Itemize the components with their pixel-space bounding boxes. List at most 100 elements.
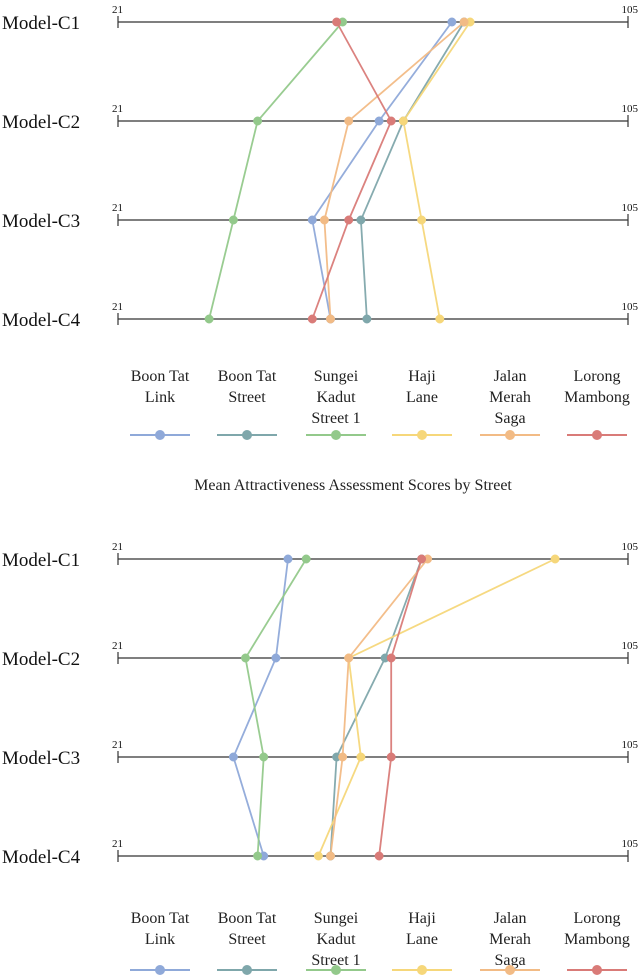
legend-label: Lane [406, 931, 438, 948]
legend-label: Haji [408, 910, 436, 927]
tick-label-max: 105 [622, 838, 639, 850]
data-point-haji-lane [417, 215, 427, 225]
legend-swatch-marker [242, 430, 252, 440]
data-point-sungei-kadut-street-1 [301, 554, 311, 564]
legend-label: Kadut [316, 931, 356, 948]
tick-label-min: 21 [112, 202, 123, 214]
data-point-jalan-merah-saga [459, 17, 469, 27]
legend-label: Saga [494, 410, 525, 427]
data-point-jalan-merah-saga [344, 653, 354, 663]
data-point-jalan-merah-saga [326, 314, 335, 324]
legend-label: Link [145, 931, 175, 948]
legend-swatch-marker [417, 965, 427, 975]
data-point-boon-tat-link [307, 215, 317, 225]
data-point-haji-lane [313, 851, 323, 861]
data-point-boon-tat-link [447, 17, 457, 27]
legend-label: Boon Tat [218, 368, 277, 385]
tick-label-max: 105 [622, 202, 639, 214]
data-point-jalan-merah-saga [326, 851, 335, 861]
data-point-sungei-kadut-street-1 [253, 851, 263, 861]
legend-label: Sungei [314, 368, 359, 385]
legend-label: Haji [408, 368, 436, 385]
tick-label-max: 105 [622, 4, 639, 16]
data-point-sungei-kadut-street-1 [259, 752, 269, 762]
data-point-lorong-mambong [307, 314, 317, 324]
legend-label: Street [228, 931, 266, 948]
chart-panel-2: Model-C1 21 105 Model-C2 21 105 Model-C3 21 105 M… [2, 541, 639, 975]
legend-swatch-marker [331, 965, 341, 975]
tick-label-max: 105 [622, 640, 639, 652]
data-point-haji-lane [356, 752, 366, 762]
chart-caption: Mean Attractiveness Assessment Scores by… [194, 477, 512, 494]
legend-swatch-marker [242, 965, 252, 975]
legend-item-jalan-merah-saga: Jalan Merah Saga [480, 910, 540, 975]
tick-label-min: 21 [112, 541, 123, 553]
legend-label: Lorong [573, 368, 620, 385]
legend-label: Street 1 [311, 952, 360, 969]
legend-label: Saga [494, 952, 525, 969]
row-label-model-c4: Model-C4 [2, 310, 81, 331]
data-point-lorong-mambong [386, 752, 396, 762]
chart-panel-1: Model-C1 21 105 Model-C2 21 105 Model-C3 21 105 M… [2, 4, 639, 440]
tick-label-min: 21 [112, 301, 123, 313]
legend-label: Boon Tat [131, 368, 190, 385]
data-point-boon-tat-link [374, 116, 384, 126]
row-label-model-c1: Model-C1 [2, 550, 80, 571]
data-point-jalan-merah-saga [338, 752, 348, 762]
data-point-sungei-kadut-street-1 [228, 215, 238, 225]
row-label-model-c1: Model-C1 [2, 13, 80, 34]
row-label-model-c2: Model-C2 [2, 112, 80, 133]
data-point-boon-tat-street [356, 215, 366, 225]
legend-label: Mambong [564, 931, 630, 948]
tick-label-min: 21 [112, 739, 123, 751]
row-label-model-c3: Model-C3 [2, 211, 80, 232]
data-point-sungei-kadut-street-1 [241, 653, 250, 663]
data-point-haji-lane [550, 554, 560, 564]
legend-swatch-marker [592, 965, 602, 975]
data-point-lorong-mambong [386, 653, 396, 663]
legend-item-lorong-mambong: Lorong Mambong [564, 368, 630, 440]
tick-label-max: 105 [622, 541, 639, 553]
series-line-boon-tat-street [359, 21, 465, 320]
tick-label-min: 21 [112, 4, 123, 16]
data-point-boon-tat-street [362, 314, 372, 324]
legend-item-lorong-mambong: Lorong Mambong [564, 910, 630, 975]
legend-item-boon-tat-street: Boon Tat Street [217, 910, 277, 975]
legend-label: Jalan [494, 368, 527, 385]
legend-item-boon-tat-street: Boon Tat Street [217, 368, 277, 440]
series-line-jalan-merah-saga [323, 21, 465, 320]
data-point-jalan-merah-saga [319, 215, 329, 225]
tick-label-min: 21 [112, 640, 123, 652]
data-point-lorong-mambong [417, 554, 427, 564]
legend-item-haji-lane: Haji Lane [392, 910, 452, 975]
data-point-sungei-kadut-street-1 [204, 314, 214, 324]
legend-swatch-marker [331, 430, 341, 440]
data-point-haji-lane [398, 116, 408, 126]
legend-label: Lorong [573, 910, 620, 927]
legend-item-sungei-kadut-street-1: Sungei Kadut Street 1 [306, 368, 366, 440]
legend-swatch-marker [592, 430, 602, 440]
series-line-jalan-merah-saga [329, 558, 429, 857]
legend-swatch-marker [505, 965, 515, 975]
legend-label: Sungei [314, 910, 359, 927]
legend-label: Merah [489, 389, 531, 406]
legend-swatch-marker [155, 965, 165, 975]
data-point-boon-tat-link [271, 653, 281, 663]
series-line-boon-tat-link [311, 21, 453, 320]
row-label-model-c2: Model-C2 [2, 649, 80, 670]
data-point-sungei-kadut-street-1 [253, 116, 263, 126]
legend-item-haji-lane: Haji Lane [392, 368, 452, 440]
row-label-model-c4: Model-C4 [2, 847, 81, 868]
legend-swatch-marker [417, 430, 427, 440]
series-line-lorong-mambong [311, 21, 393, 320]
tick-label-max: 105 [622, 739, 639, 751]
legend-item-boon-tat-link: Boon Tat Link [130, 910, 190, 975]
data-point-boon-tat-link [283, 554, 293, 564]
data-point-haji-lane [435, 314, 445, 324]
legend-label: Street [228, 389, 266, 406]
series-line-haji-lane [402, 21, 471, 320]
data-point-lorong-mambong [344, 215, 354, 225]
legend-label: Mambong [564, 389, 630, 406]
tick-label-max: 105 [622, 301, 639, 313]
